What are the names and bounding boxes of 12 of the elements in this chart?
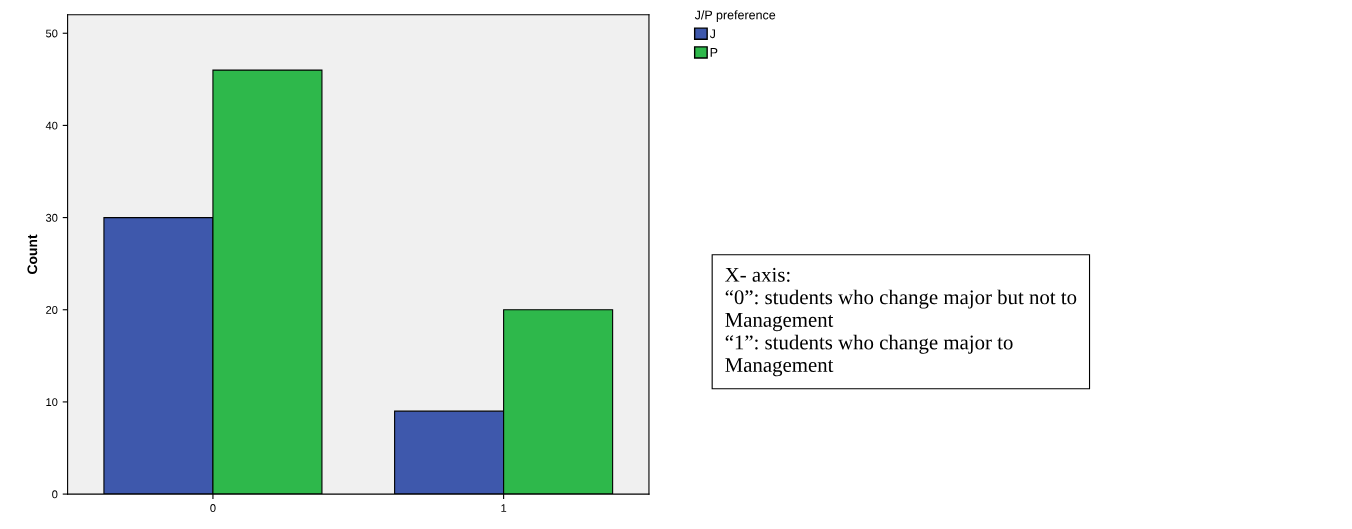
legend-label: P bbox=[710, 48, 718, 57]
text: X- axis: “0”: students who change major but not to Management “1”: students who change major to Management bbox=[725, 267, 1077, 377]
y-tick-label: 50 bbox=[45, 29, 58, 38]
legend-label: J bbox=[709, 29, 715, 39]
y-tick-label: 0 bbox=[52, 490, 58, 499]
y-tick-label: 10 bbox=[46, 398, 58, 407]
y-tick-label: 40 bbox=[45, 121, 58, 130]
y-tick-label: 20 bbox=[46, 306, 58, 314]
y-axis-title: Count bbox=[27, 234, 38, 274]
y-tick-label: 30 bbox=[45, 213, 58, 222]
x-tick-label: 1 bbox=[501, 504, 507, 512]
legend-title: J/P preference bbox=[694, 10, 776, 22]
